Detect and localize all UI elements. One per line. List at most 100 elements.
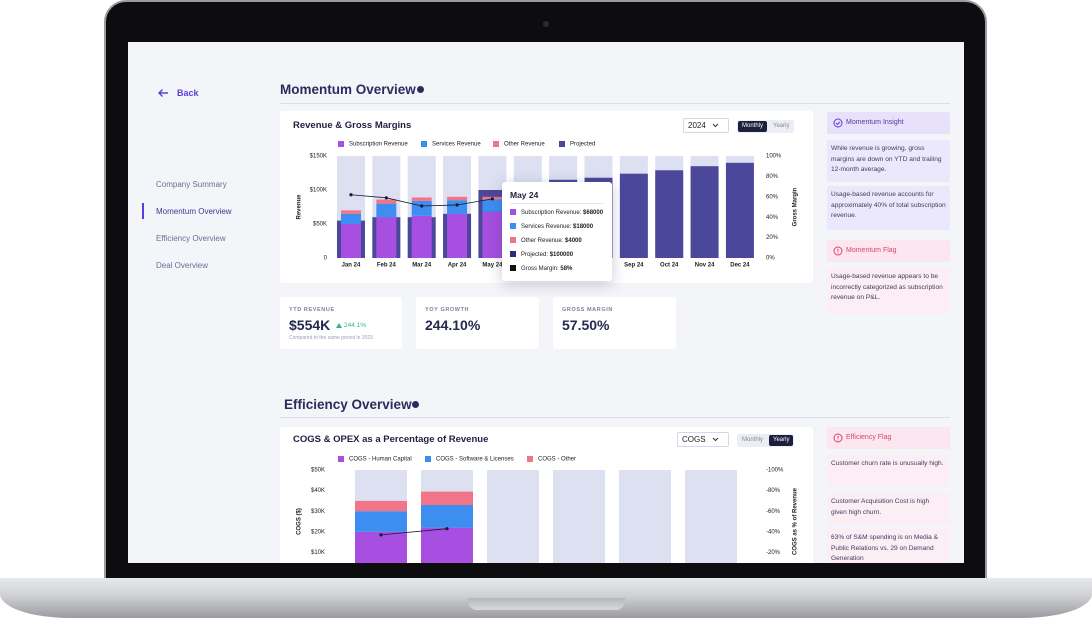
line-dot [349,193,353,197]
bar-segment [340,224,361,258]
x-tick-label: Jan 24 [342,263,361,269]
bar-segment [482,211,503,258]
y-axis-label: COGS ($) [297,508,303,535]
bar-segment [376,199,397,204]
y2-tick-label: -80% [766,488,781,494]
tooltip-label: Other Revenue: [521,238,564,244]
tooltip-label: Services Revenue: [521,224,572,230]
alert-icon [833,433,843,443]
legend-swatch [493,141,499,147]
toggle-option[interactable]: Monthly [742,437,764,443]
toggle-option[interactable]: Yearly [769,435,794,446]
tooltip-swatch [510,265,516,271]
tooltip-label: Gross Margin: [521,266,559,272]
back-link[interactable]: Back [177,88,199,98]
kpi-card [416,297,539,349]
tooltip-label: Projected: [521,252,549,258]
flag-item: Customer Acquisition Cost is high given … [827,493,950,525]
back-arrow [158,89,168,97]
x-tick-label: Mar 24 [412,263,432,269]
laptop-notch [468,598,625,610]
divider [280,103,950,104]
screen: Back Company Summary Momentum Overview E… [128,42,964,563]
y2-tick-label: -40% [766,529,781,535]
tooltip-value: 58% [560,266,573,272]
tooltip-value: $100000 [549,252,574,258]
tooltip-row: Gross Margin: 58% [502,262,612,276]
chart-title: Revenue & Gross Margins [293,120,412,131]
bar-segment [421,505,473,528]
legend-swatch [338,456,344,462]
tooltip: May 24 Subscription Revenue: $68000 Servi… [502,182,612,281]
tooltip-row: Other Revenue: $4000 [502,234,612,248]
legend-label: Subscription Revenue [349,142,408,148]
tooltip-value: $68000 [583,210,604,216]
bar [725,162,754,258]
section-title: Momentum Overview [280,82,416,97]
bar-segment [355,500,407,512]
kpi-value: 244.10% [425,317,481,333]
kpi-value: 57.50% [562,317,610,333]
y2-axis-label: Gross Margin [793,187,799,226]
tooltip-swatch [510,223,516,229]
insight-item: While revenue is growing, gross margins … [827,140,950,182]
info-icon[interactable] [412,401,419,408]
y2-tick-label: 100% [766,154,782,160]
x-tick-label: May 24 [482,263,503,269]
nav-item[interactable]: Efficiency Overview [156,234,226,243]
nav-item[interactable]: Momentum Overview [156,207,232,216]
tooltip-title: May 24 [510,190,539,200]
y2-axis-label: COGS as % of Revenue [793,487,799,555]
legend-label: COGS - Other [538,457,576,463]
chevron [712,123,719,128]
y-tick-label: $100K [310,188,327,194]
y-axis-label: Revenue [297,194,303,220]
toggle-option[interactable]: Yearly [773,123,790,129]
y2-tick-label: 20% [766,235,779,241]
nav-item[interactable]: Deal Overview [156,261,209,270]
legend-swatch [338,141,344,147]
tooltip-divider [510,203,604,204]
y-tick-label: $150K [310,154,327,160]
flag-item: Customer churn rate is unusually high. [827,455,950,487]
y2-tick-label: 40% [766,215,779,221]
check-icon [833,118,843,128]
bar [619,173,648,258]
x-tick-label: Nov 24 [695,263,715,269]
legend-swatch [527,456,533,462]
bar-segment [447,196,468,201]
bar-segment [411,197,432,201]
y2-tick-label: 0% [766,256,775,262]
bar-track [619,470,671,563]
section-title: Efficiency Overview [284,397,412,412]
tooltip-swatch [510,237,516,243]
line-dot [379,533,383,537]
line-dot [384,196,388,200]
camera [543,21,549,27]
nav-active-bar [142,203,144,219]
legend-swatch [559,141,565,147]
y2-tick-label: -60% [766,509,781,515]
nav-item[interactable]: Company Summary [156,180,227,189]
bar-segment [355,531,407,563]
x-tick-label: Feb 24 [377,263,397,269]
flag-item: 63% of S&M spending is on Media & Public… [827,529,950,563]
dropdown[interactable]: 2024 [683,118,729,133]
insight-item: Usage-based revenue accounts for approxi… [827,186,950,230]
legend-label: Services Revenue [432,142,481,148]
y-tick-label: $10K [311,550,325,556]
line [380,528,448,536]
tooltip-rows: Subscription Revenue: $68000 Services Rev… [502,206,612,276]
y-tick-label: $50K [313,222,327,228]
info-icon[interactable] [417,86,424,93]
y-tick-label: $40K [311,488,325,494]
insight-header: Momentum Insight [827,112,950,134]
legend-label: Projected [570,142,595,148]
toggle-option[interactable]: Monthly [738,121,768,132]
y2-tick-label: -20% [766,550,781,556]
tooltip-row: Projected: $100000 [502,248,612,262]
bar-segment [376,217,397,258]
dropdown[interactable]: COGS [677,432,729,447]
toggle: Monthly Yearly [737,120,795,133]
